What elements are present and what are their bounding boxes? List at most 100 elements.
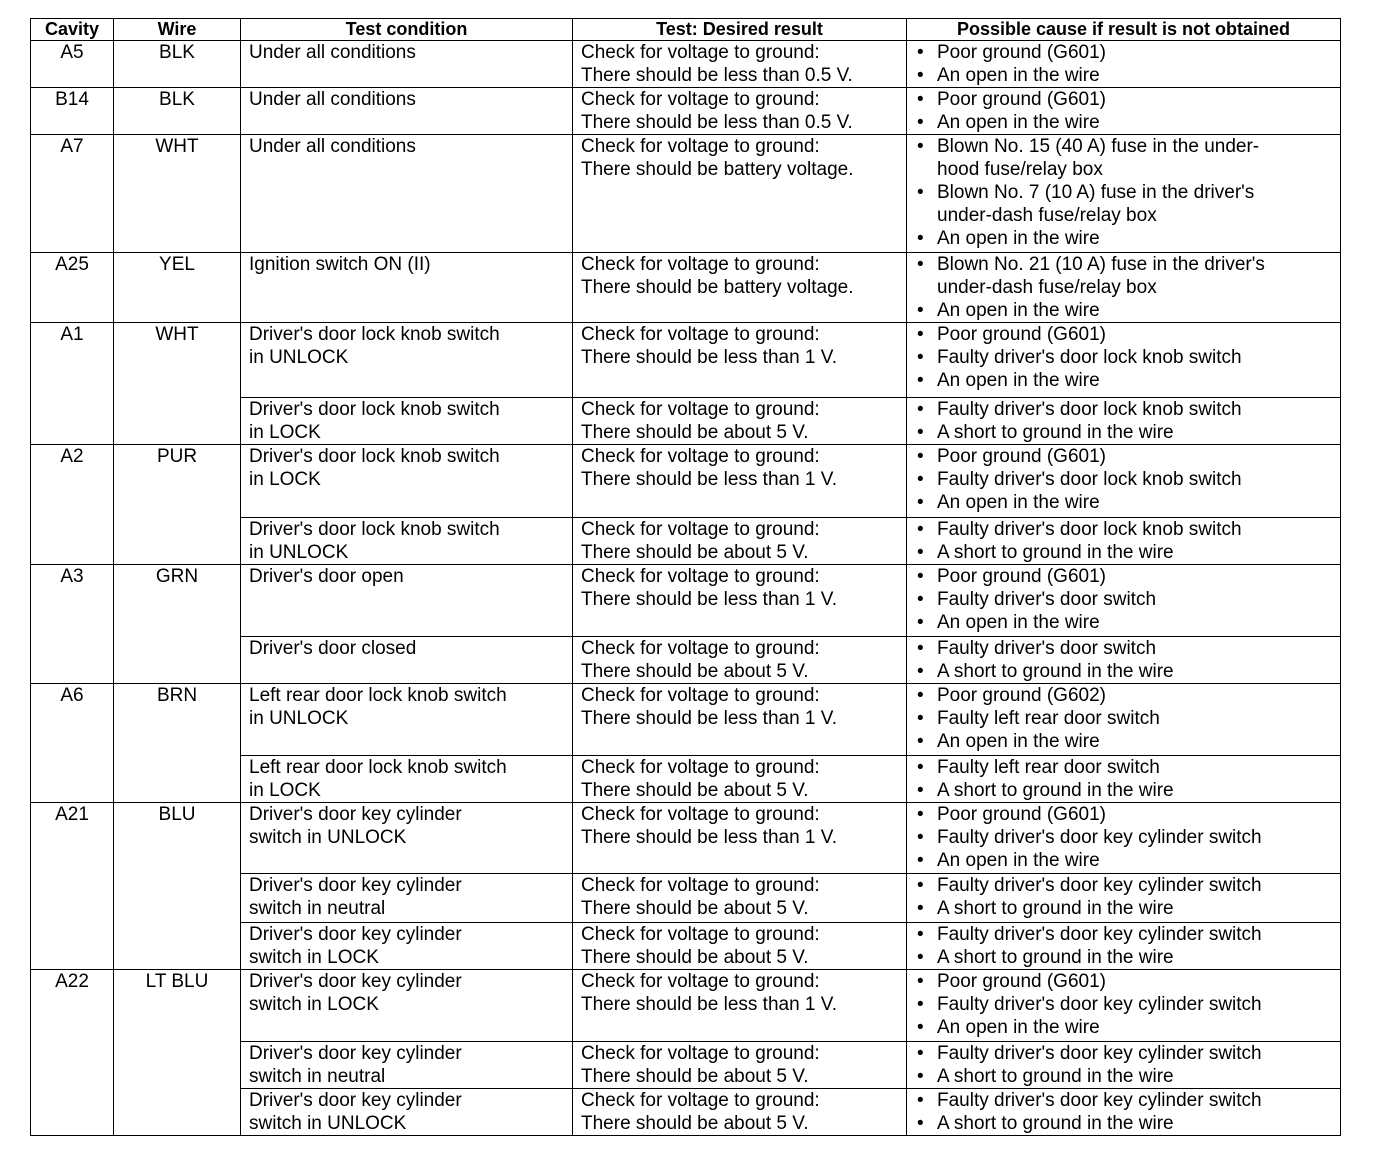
- bullet-icon: •: [917, 661, 924, 682]
- cause-item: • Faulty driver's door switch: [917, 588, 1332, 611]
- desired-result-cell: Check for voltage to ground: There shoul…: [572, 444, 907, 518]
- bullet-icon: •: [917, 924, 924, 945]
- bullet-icon: •: [917, 971, 924, 992]
- test-condition-cell: Driver's door key cylinder switch in neu…: [240, 1041, 573, 1089]
- cause-item: • Poor ground (G601): [917, 971, 1332, 994]
- desired-result-cell: Check for voltage to ground: There shoul…: [572, 873, 907, 923]
- test-condition-cell: Ignition switch ON (II): [240, 252, 573, 323]
- cause-text: Poor ground (G602): [937, 685, 1106, 706]
- cause-text: An open in the wire: [937, 370, 1100, 391]
- cause-text: A short to ground in the wire: [937, 661, 1174, 682]
- bullet-icon: •: [917, 182, 924, 203]
- bullet-icon: •: [917, 731, 924, 752]
- cavity-cell: A21: [30, 802, 114, 970]
- bullet-icon: •: [917, 1113, 924, 1134]
- desired-result-cell: Check for voltage to ground: There shoul…: [572, 802, 907, 874]
- desired-result-cell: Check for voltage to ground: There shoul…: [572, 40, 907, 88]
- cause-item: • Faulty driver's door switch: [917, 638, 1332, 661]
- table-row: B14 BLK Under all conditions Check for volt…: [30, 87, 1341, 135]
- test-condition-cell: Driver's door lock knob switch in LOCK: [240, 397, 573, 445]
- cause-text: An open in the wire: [937, 300, 1100, 321]
- cavity-cell: A25: [30, 252, 114, 323]
- bullet-icon: •: [917, 422, 924, 443]
- cause-text: Poor ground (G601): [937, 971, 1106, 992]
- cause-item: • Poor ground (G601): [917, 804, 1332, 827]
- test-condition-cell: Driver's door lock knob switch in LOCK: [240, 444, 573, 518]
- desired-result-cell: Check for voltage to ground: There shoul…: [572, 683, 907, 756]
- cause-text: An open in the wire: [937, 850, 1100, 871]
- cause-item: • Faulty driver's door key cylinder switc…: [917, 1090, 1332, 1113]
- desired-result-cell: Check for voltage to ground: There shoul…: [572, 564, 907, 637]
- cause-item: • An open in the wire: [917, 299, 1332, 322]
- bullet-icon: •: [917, 65, 924, 86]
- cause-text: An open in the wire: [937, 112, 1100, 133]
- cause-text: Poor ground (G601): [937, 804, 1106, 825]
- troubleshooting-table: Cavity Wire Test condition Test: Desired…: [30, 18, 1341, 1136]
- bullet-icon: •: [917, 757, 924, 778]
- cause-text: An open in the wire: [937, 228, 1100, 249]
- cause-text: A short to ground in the wire: [937, 780, 1174, 801]
- cause-text: Faulty driver's door key cylinder switch: [937, 1043, 1262, 1064]
- bullet-icon: •: [917, 708, 924, 729]
- cause-item: • Faulty driver's door key cylinder switc…: [917, 993, 1332, 1016]
- bullet-icon: •: [917, 469, 924, 490]
- bullet-icon: •: [917, 492, 924, 513]
- bullet-icon: •: [917, 612, 924, 633]
- test-condition-cell: Driver's door key cylinder switch in UNL…: [240, 1088, 573, 1136]
- table-row: Driver's door key cylinder switch in LOC…: [31, 922, 1341, 970]
- table-row: A7 WHT Under all conditions Check for volta…: [30, 134, 1341, 253]
- cavity-cell: B14: [30, 87, 114, 135]
- bullet-icon: •: [917, 804, 924, 825]
- wire-cell: WHT: [113, 134, 241, 253]
- cause-item: • A short to ground in the wire: [917, 421, 1332, 444]
- test-condition-cell: Driver's door key cylinder switch in LOC…: [240, 922, 573, 970]
- cavity-cell: A5: [30, 40, 114, 88]
- header-wire: Wire: [113, 18, 241, 41]
- bullet-icon: •: [917, 519, 924, 540]
- possible-cause-cell: • Poor ground (G601) • Faulty driver's door…: [906, 969, 1341, 1042]
- bullet-icon: •: [917, 898, 924, 919]
- cause-text: Poor ground (G601): [937, 446, 1106, 467]
- desired-result-cell: Check for voltage to ground: There shoul…: [572, 397, 907, 445]
- bullet-icon: •: [917, 566, 924, 587]
- cause-text: Faulty driver's door key cylinder switch: [937, 875, 1262, 896]
- table-row: A5 BLK Under all conditions Check for volta…: [30, 40, 1341, 88]
- cause-text: Poor ground (G601): [937, 324, 1106, 345]
- cause-item: • An open in the wire: [917, 491, 1332, 514]
- wire-cell: PUR: [113, 444, 241, 565]
- cause-item: • Faulty driver's door lock knob switch: [917, 399, 1332, 422]
- table-row: A22 LT BLU Driver's door key cylinder swit…: [30, 969, 1341, 1136]
- possible-cause-cell: • Faulty driver's door lock knob switch • A…: [906, 517, 1341, 565]
- cause-item: • An open in the wire: [917, 64, 1332, 87]
- header-possible-cause: Possible cause if result is not obtained: [906, 18, 1341, 41]
- bullet-icon: •: [917, 228, 924, 249]
- header-cavity: Cavity: [30, 18, 114, 41]
- test-condition-cell: Driver's door key cylinder switch in UNL…: [240, 802, 573, 874]
- cause-item: • A short to ground in the wire: [917, 897, 1332, 920]
- desired-result-cell: Check for voltage to ground: There shoul…: [572, 517, 907, 565]
- bullet-icon: •: [917, 324, 924, 345]
- cause-text: An open in the wire: [937, 65, 1100, 86]
- possible-cause-cell: • Faulty driver's door key cylinder switc…: [906, 873, 1341, 923]
- bullet-icon: •: [917, 136, 924, 157]
- cause-item: • Poor ground (G601): [917, 566, 1332, 589]
- wire-cell: WHT: [113, 322, 241, 445]
- desired-result-cell: Check for voltage to ground: There shoul…: [572, 922, 907, 970]
- cause-item: • An open in the wire: [917, 1016, 1332, 1039]
- bullet-icon: •: [917, 1090, 924, 1111]
- table-row: Driver's door lock knob switch in UNLOCK…: [31, 517, 1341, 565]
- table-body: A5 BLK Under all conditions Check for volta…: [30, 40, 1341, 1136]
- cause-item: • An open in the wire: [917, 611, 1332, 634]
- bullet-icon: •: [917, 42, 924, 63]
- cause-item: • Faulty driver's door lock knob switch: [917, 519, 1332, 542]
- bullet-icon: •: [917, 947, 924, 968]
- cavity-cell: A3: [30, 564, 114, 684]
- cause-text: A short to ground in the wire: [937, 1113, 1174, 1134]
- cause-item: • Poor ground (G601): [917, 89, 1332, 112]
- cause-text: Faulty driver's door switch: [937, 589, 1157, 610]
- cause-text: Faulty driver's door key cylinder switch: [937, 994, 1262, 1015]
- wire-cell: BRN: [113, 683, 241, 803]
- cause-item: • An open in the wire: [917, 730, 1332, 753]
- cause-item: • A short to ground in the wire: [917, 1065, 1332, 1088]
- cause-text: Poor ground (G601): [937, 42, 1106, 63]
